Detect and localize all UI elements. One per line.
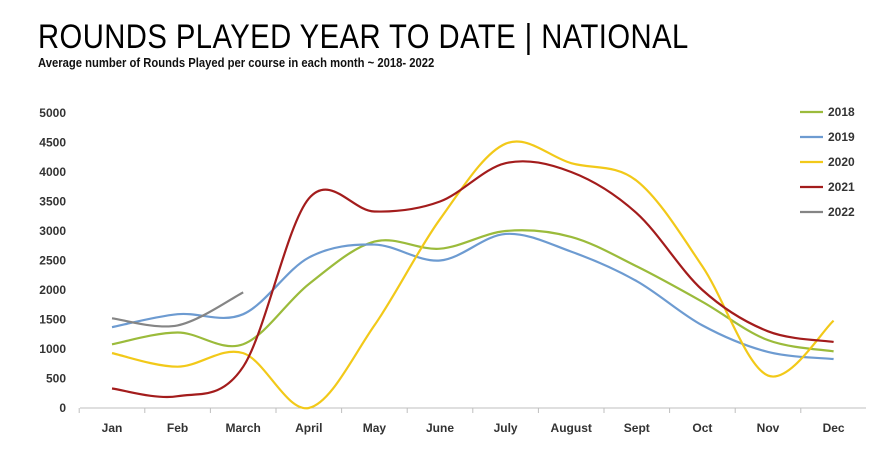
series-line-2021 (111, 160, 834, 399)
x-tick-label: June (426, 421, 454, 435)
x-tick-label: Nov (757, 421, 780, 435)
x-tick-label: May (363, 421, 387, 435)
series-line-2019 (111, 232, 834, 361)
legend-label: 2019 (828, 130, 855, 144)
x-tick-label: July (494, 421, 518, 435)
y-tick-label: 5000 (39, 106, 66, 120)
y-tick-label: 1500 (39, 313, 66, 327)
x-tick-label: Feb (167, 421, 188, 435)
x-tick-label: March (226, 421, 261, 435)
y-tick-label: 2000 (39, 283, 66, 297)
legend-label: 2022 (828, 205, 855, 219)
x-tick-label: Oct (692, 421, 712, 435)
legend-label: 2021 (828, 180, 855, 194)
x-tick-label: Sept (624, 421, 650, 435)
y-tick-label: 3000 (39, 224, 66, 238)
y-tick-label: 0 (59, 401, 66, 415)
y-tick-label: 500 (46, 372, 66, 386)
y-tick-label: 4000 (39, 165, 66, 179)
x-tick-label: Jan (102, 421, 123, 435)
x-tick-label: April (295, 421, 322, 435)
legend-label: 2020 (828, 155, 855, 169)
series-line-2018 (111, 229, 834, 353)
y-tick-label: 4500 (39, 136, 66, 150)
series-line-2022 (111, 291, 244, 328)
chart-subtitle: Average number of Rounds Played per cour… (38, 56, 435, 70)
y-tick-label: 3500 (39, 195, 66, 209)
x-tick-label: August (551, 421, 592, 435)
y-tick-label: 1000 (39, 342, 66, 356)
series-line-2020 (111, 140, 835, 410)
y-tick-label: 2500 (39, 254, 66, 268)
legend-label: 2018 (828, 105, 855, 119)
x-tick-label: Dec (823, 421, 845, 435)
chart-title: ROUNDS PLAYED YEAR TO DATE | NATIONAL (38, 18, 689, 56)
